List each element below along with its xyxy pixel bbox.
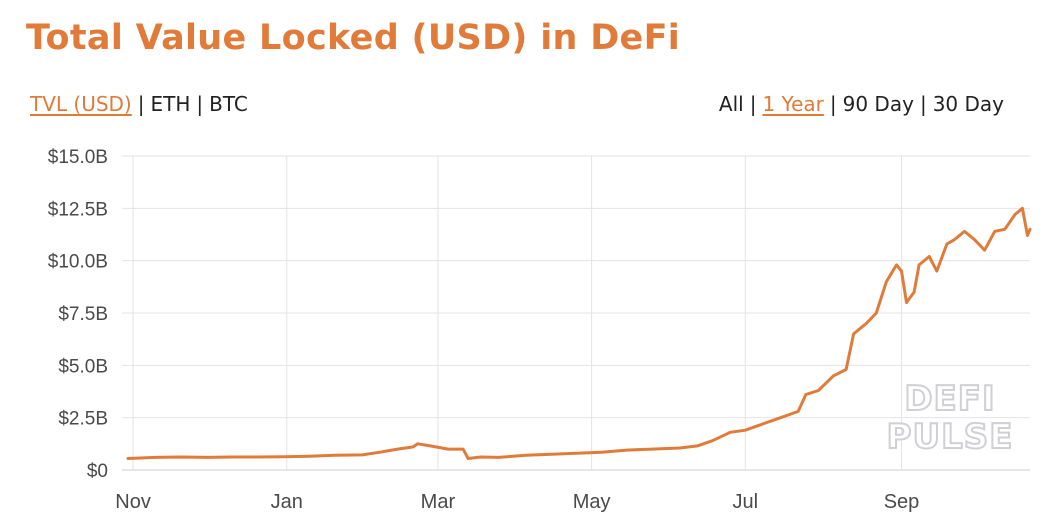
range-toggle: All | 1 Year | 90 Day | 30 Day	[719, 92, 1004, 116]
watermark-line-1: DEFI	[904, 379, 995, 419]
metric-option-tvl-usd[interactable]: TVL (USD)	[30, 92, 132, 116]
y-tick-label: $7.5B	[58, 304, 108, 325]
y-tick-label: $2.5B	[58, 409, 108, 430]
watermark-line-2: PULSE	[887, 417, 1014, 457]
x-tick-label: Jan	[271, 491, 303, 513]
range-option-90-day[interactable]: 90 Day	[842, 92, 914, 116]
separator: |	[749, 92, 757, 116]
x-tick-label: Jul	[733, 491, 759, 513]
chart-grid	[122, 155, 1030, 471]
page-title: Total Value Locked (USD) in DeFi	[26, 18, 681, 58]
y-axis: $0 $2.5B $5.0B $7.5B $10.0B $12.5B $15.0B	[48, 147, 108, 482]
x-tick-label: Mar	[421, 491, 456, 513]
range-option-30-day[interactable]: 30 Day	[932, 92, 1004, 116]
tvl-series-line	[126, 206, 1032, 460]
metric-toggle: TVL (USD) | ETH | BTC	[30, 92, 248, 116]
y-tick-label: $5.0B	[58, 356, 108, 377]
y-tick-label: $0	[87, 461, 108, 482]
separator: |	[829, 92, 837, 116]
range-option-all[interactable]: All	[718, 92, 744, 116]
y-tick-label: $12.5B	[48, 199, 108, 220]
metric-option-btc[interactable]: BTC	[209, 92, 248, 116]
x-tick-label: Nov	[115, 491, 151, 513]
separator: |	[919, 92, 927, 116]
x-axis: Nov Jan Mar May Jul Sep	[115, 491, 919, 513]
separator: |	[196, 92, 204, 116]
separator: |	[137, 92, 145, 116]
x-tick-label: Sep	[884, 491, 920, 513]
defi-pulse-watermark: DEFI PULSE	[886, 378, 1014, 458]
x-tick-label: May	[573, 491, 611, 513]
range-option-1-year[interactable]: 1 Year	[762, 92, 824, 116]
y-tick-label: $15.0B	[48, 147, 108, 168]
metric-option-eth[interactable]: ETH	[150, 92, 191, 116]
y-tick-label: $10.0B	[48, 252, 108, 273]
